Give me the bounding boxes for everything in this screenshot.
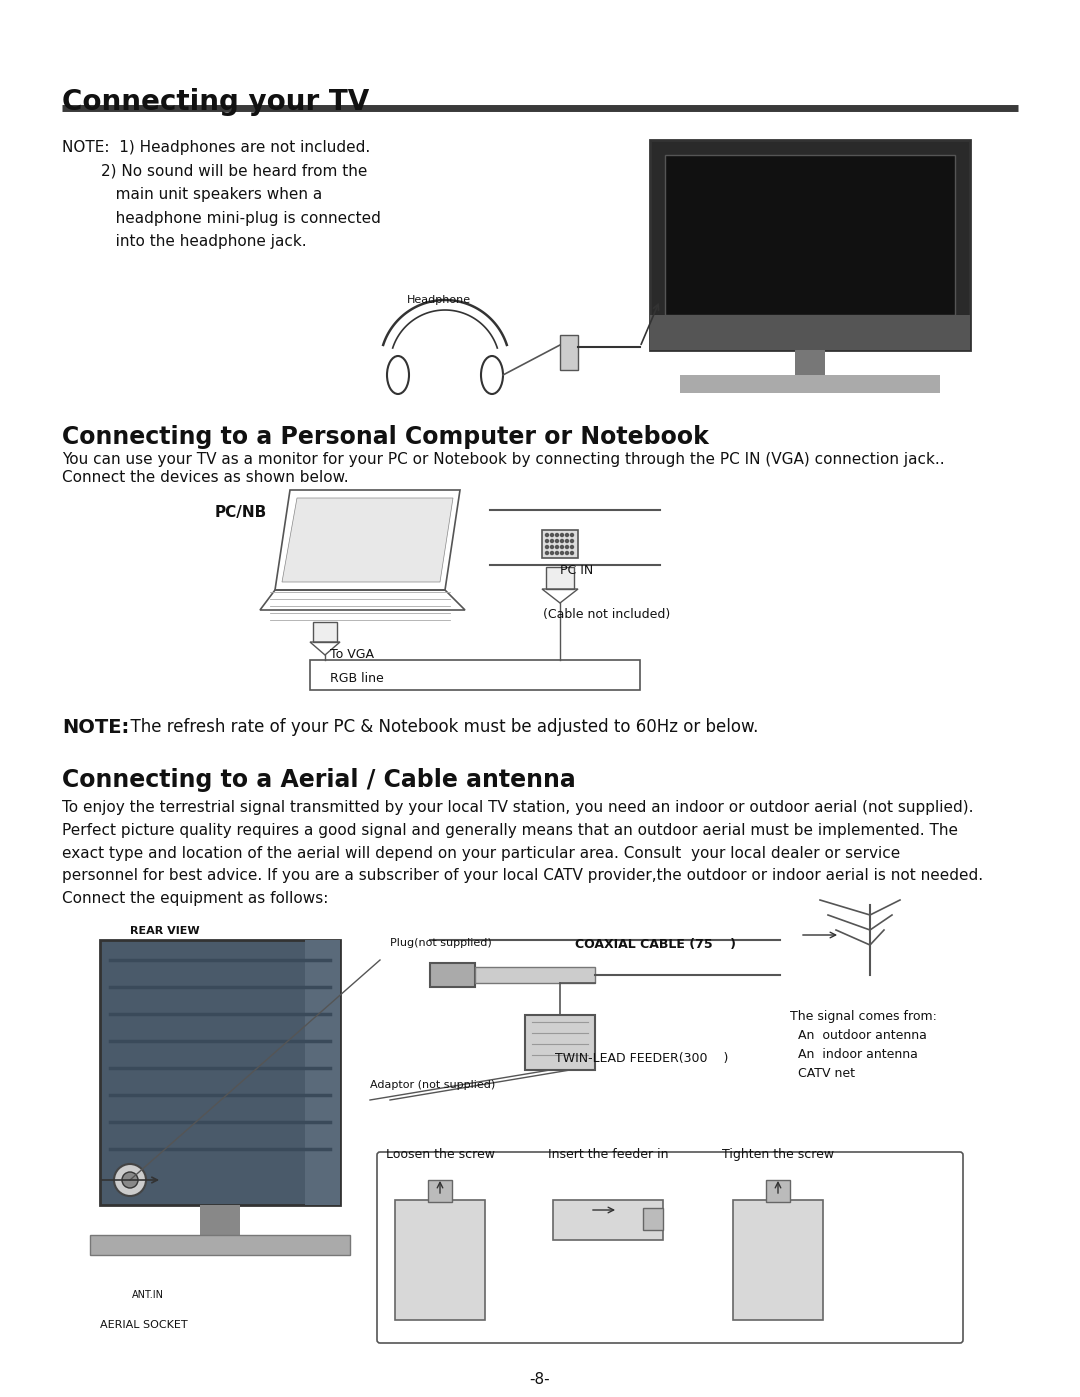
FancyBboxPatch shape <box>100 940 340 1206</box>
Circle shape <box>561 534 564 536</box>
Polygon shape <box>282 497 453 583</box>
Text: NOTE:  1) Headphones are not included.: NOTE: 1) Headphones are not included. <box>62 140 370 155</box>
Circle shape <box>566 552 568 555</box>
Circle shape <box>570 552 573 555</box>
Circle shape <box>555 545 558 549</box>
Text: RGB line: RGB line <box>330 672 383 685</box>
Text: NOTE:: NOTE: <box>62 718 130 738</box>
Text: Connect the devices as shown below.: Connect the devices as shown below. <box>62 469 349 485</box>
FancyBboxPatch shape <box>561 335 578 370</box>
Text: Headphone: Headphone <box>407 295 471 305</box>
Text: Tighten the screw: Tighten the screw <box>721 1148 834 1161</box>
FancyBboxPatch shape <box>525 1016 595 1070</box>
FancyBboxPatch shape <box>313 622 337 643</box>
Circle shape <box>570 539 573 542</box>
Circle shape <box>122 1172 138 1187</box>
Text: PC/NB: PC/NB <box>215 504 267 520</box>
Text: COAXIAL CABLE (75    ): COAXIAL CABLE (75 ) <box>575 937 735 951</box>
FancyBboxPatch shape <box>665 155 955 314</box>
Text: Connecting your TV: Connecting your TV <box>62 88 369 116</box>
Text: Connecting to a Personal Computer or Notebook: Connecting to a Personal Computer or Not… <box>62 425 708 448</box>
Text: PC IN: PC IN <box>561 564 593 577</box>
Circle shape <box>561 552 564 555</box>
FancyBboxPatch shape <box>643 1208 663 1229</box>
Text: The refresh rate of your PC & Notebook must be adjusted to 60Hz or below.: The refresh rate of your PC & Notebook m… <box>120 718 758 736</box>
Circle shape <box>566 534 568 536</box>
FancyBboxPatch shape <box>542 529 578 557</box>
Circle shape <box>551 552 554 555</box>
Circle shape <box>551 534 554 536</box>
Circle shape <box>551 539 554 542</box>
Text: Loosen the screw: Loosen the screw <box>386 1148 495 1161</box>
Text: AERIAL SOCKET: AERIAL SOCKET <box>100 1320 188 1330</box>
Circle shape <box>561 545 564 549</box>
FancyBboxPatch shape <box>553 1200 663 1241</box>
FancyBboxPatch shape <box>395 1200 485 1320</box>
Circle shape <box>566 539 568 542</box>
Circle shape <box>551 545 554 549</box>
Text: Plug(not supplied): Plug(not supplied) <box>390 937 491 949</box>
Text: To VGA: To VGA <box>330 648 374 661</box>
Text: REAR VIEW: REAR VIEW <box>130 926 200 936</box>
FancyBboxPatch shape <box>680 374 940 393</box>
Circle shape <box>570 534 573 536</box>
Circle shape <box>561 539 564 542</box>
FancyBboxPatch shape <box>650 140 970 351</box>
FancyBboxPatch shape <box>766 1180 789 1201</box>
Text: -8-: -8- <box>529 1372 551 1387</box>
FancyBboxPatch shape <box>795 351 825 374</box>
FancyBboxPatch shape <box>475 967 595 983</box>
Text: 2) No sound will be heard from the
           main unit speakers when a
        : 2) No sound will be heard from the main … <box>62 163 381 249</box>
Text: Insert the feeder in: Insert the feeder in <box>548 1148 669 1161</box>
Text: The signal comes from:
  An  outdoor antenna
  An  indoor antenna
  CATV net: The signal comes from: An outdoor antenn… <box>789 1010 936 1080</box>
FancyBboxPatch shape <box>650 314 970 351</box>
Circle shape <box>545 534 549 536</box>
FancyBboxPatch shape <box>428 1180 453 1201</box>
Circle shape <box>545 539 549 542</box>
FancyBboxPatch shape <box>733 1200 823 1320</box>
Text: To enjoy the terrestrial signal transmitted by your local TV station, you need a: To enjoy the terrestrial signal transmit… <box>62 800 983 907</box>
Circle shape <box>555 552 558 555</box>
Text: You can use your TV as a monitor for your PC or Notebook by connecting through t: You can use your TV as a monitor for you… <box>62 453 945 467</box>
Circle shape <box>555 539 558 542</box>
Circle shape <box>545 545 549 549</box>
FancyBboxPatch shape <box>430 963 475 988</box>
Text: TWIN-LEAD FEEDER(300    ): TWIN-LEAD FEEDER(300 ) <box>555 1052 728 1065</box>
FancyBboxPatch shape <box>200 1206 240 1235</box>
FancyBboxPatch shape <box>546 567 573 590</box>
Circle shape <box>545 552 549 555</box>
FancyBboxPatch shape <box>305 940 340 1206</box>
FancyBboxPatch shape <box>90 1235 350 1255</box>
Text: ANT.IN: ANT.IN <box>132 1289 164 1301</box>
Text: Adaptor (not supplied): Adaptor (not supplied) <box>370 1080 496 1090</box>
Circle shape <box>114 1164 146 1196</box>
Circle shape <box>570 545 573 549</box>
Circle shape <box>555 534 558 536</box>
Circle shape <box>566 545 568 549</box>
Text: Connecting to a Aerial / Cable antenna: Connecting to a Aerial / Cable antenna <box>62 768 576 792</box>
Text: (Cable not included): (Cable not included) <box>543 608 671 622</box>
